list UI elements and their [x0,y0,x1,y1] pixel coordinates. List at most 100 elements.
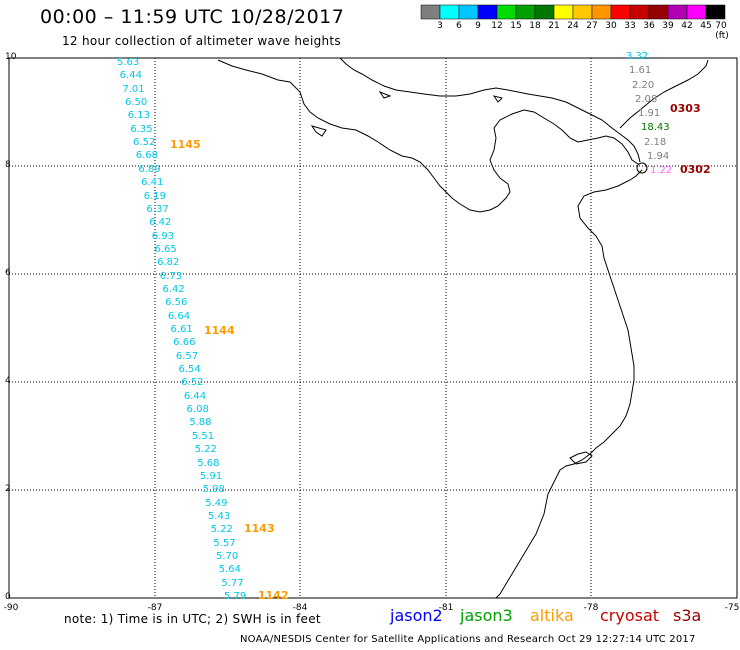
color-scale-label: 3 [437,21,443,31]
color-scale-label: 18 [529,21,541,31]
wave-height-value: 6.64 [167,310,191,322]
wave-height-value: 2.20 [632,79,655,91]
wave-height-value: 1.94 [647,150,670,162]
wave-height-value: 6.42 [162,283,185,295]
wave-height-value: 5.98 [202,484,225,496]
color-scale-label: 33 [624,21,636,31]
pass-time-label: 1145 [170,138,201,151]
wave-height-value: 6.19 [143,190,167,202]
color-scale-label: 39 [662,21,674,31]
wave-height-value: 1.91 [638,108,661,119]
wave-height-value: 6.44 [119,70,142,82]
wave-height-value: 6.89 [138,163,161,175]
wave-height-value: 6.52 [133,137,156,149]
map-grid [9,58,737,598]
satellite-legend-jason3: jason3 [460,606,513,625]
wave-height-value: 6.56 [165,297,188,309]
satellite-legend-cryosat: cryosat [600,606,660,625]
wave-height-value: 6.52 [181,377,204,389]
color-scale-label: 15 [510,21,522,31]
wave-height-value: 5.51 [191,430,215,442]
footer-note: note: 1) Time is in UTC; 2) SWH is in fe… [64,612,321,626]
y-tick-label: 2 [5,484,11,494]
y-tick-label: 6 [5,268,11,278]
wave-height-value: 5.64 [218,564,241,576]
pass-time-label: 0302 [680,163,711,176]
wave-height-value: 6.93 [151,230,175,242]
color-scale-label: 70 (ft) [715,21,729,41]
y-tick-label: 4 [5,376,11,386]
wave-height-value: 5.22 [210,524,233,536]
satellite-legend-s3a: s3a [673,606,702,625]
color-scale-label: 36 [643,21,655,31]
color-scale-label: 27 [586,21,598,31]
wave-height-value: 7.01 [122,83,145,95]
page-subtitle: 12 hour collection of altimeter wave hei… [62,34,341,48]
wave-height-value: 5.77 [221,577,244,589]
color-scale-swatch [705,4,726,20]
x-tick-label: -90 [3,603,19,613]
wave-height-value: 6.54 [178,364,201,376]
y-tick-label: 10 [5,52,17,62]
y-tick-label: 0 [5,592,11,602]
pass-time-label: 0303 [670,102,701,115]
color-scale-labels: 3 6 9 12 15 18 21 24 27 30 33 36 39 42 45 70 (ft) [420,21,730,41]
wave-height-value: 2.18 [644,136,667,148]
wave-height-value: 6.57 [175,350,199,362]
page-title: 00:00 – 11:59 UTC 10/28/2017 [40,6,345,28]
color-scale [420,4,726,20]
wave-height-value: 5.88 [189,417,212,429]
wave-height-value: 6.08 [186,404,209,416]
wave-height-value: 5.63 [117,57,140,68]
pass-time-label: 1144 [204,324,235,337]
x-tick-label: -78 [583,603,599,613]
satellite-legend-jason2: jason2 [390,606,443,625]
credit-line: NOAA/NESDIS Center for Satellite Applica… [240,634,696,645]
color-scale-label: 24 [567,21,579,31]
coastline [217,57,709,599]
wave-height-value: 5.43 [207,510,231,522]
wave-height-value: 1.61 [629,65,652,77]
y-tick-label: 8 [5,160,11,170]
wave-height-value: 6.66 [173,337,196,349]
wave-height-value: 3.32 [626,51,649,62]
pass-time-label: 1143 [244,522,275,535]
track-marker [636,162,648,174]
wave-height-value: 6.13 [127,110,150,122]
wave-height-value: 6.44 [183,390,207,402]
satellite-legend-altika: altika [530,606,574,625]
wave-height-value: 5.22 [194,444,217,456]
pass-time-label: 1142 [258,589,289,602]
x-tick-label: -84 [292,603,308,613]
wave-height-value: 18.43 [641,122,670,134]
wave-height-value: 5.57 [213,537,236,549]
color-scale-label: 6 [456,21,462,31]
color-scale-label: 30 [605,21,617,31]
map-frame [8,57,738,599]
wave-height-value: 5.70 [215,550,239,562]
wave-height-value: 6.68 [135,150,158,162]
wave-height-value: 1.22 [650,165,673,176]
color-scale-label: 42 [681,21,693,31]
x-tick-label: -81 [438,603,454,613]
color-scale-label: 21 [548,21,560,31]
wave-height-value: 5.91 [199,470,223,482]
wave-height-value: 6.37 [146,203,169,215]
color-scale-label: 12 [491,21,503,31]
wave-height-value: 6.73 [159,270,183,282]
wave-height-value: 6.65 [154,243,177,255]
x-tick-label: -75 [724,603,740,613]
wave-height-value: 6.41 [141,177,164,189]
wave-height-value: 2.08 [635,93,658,105]
wave-height-value: 6.82 [157,257,180,269]
wave-height-value: 5.49 [205,497,228,509]
color-scale-label: 9 [475,21,481,31]
wave-height-value: 6.50 [125,97,148,109]
wave-height-value: 5.68 [197,457,220,469]
wave-height-value: 6.42 [149,217,172,229]
wave-height-value: 6.35 [130,123,153,135]
wave-height-value: 6.61 [170,324,193,335]
x-tick-label: -87 [147,603,163,613]
color-scale-label: 45 [700,21,712,31]
